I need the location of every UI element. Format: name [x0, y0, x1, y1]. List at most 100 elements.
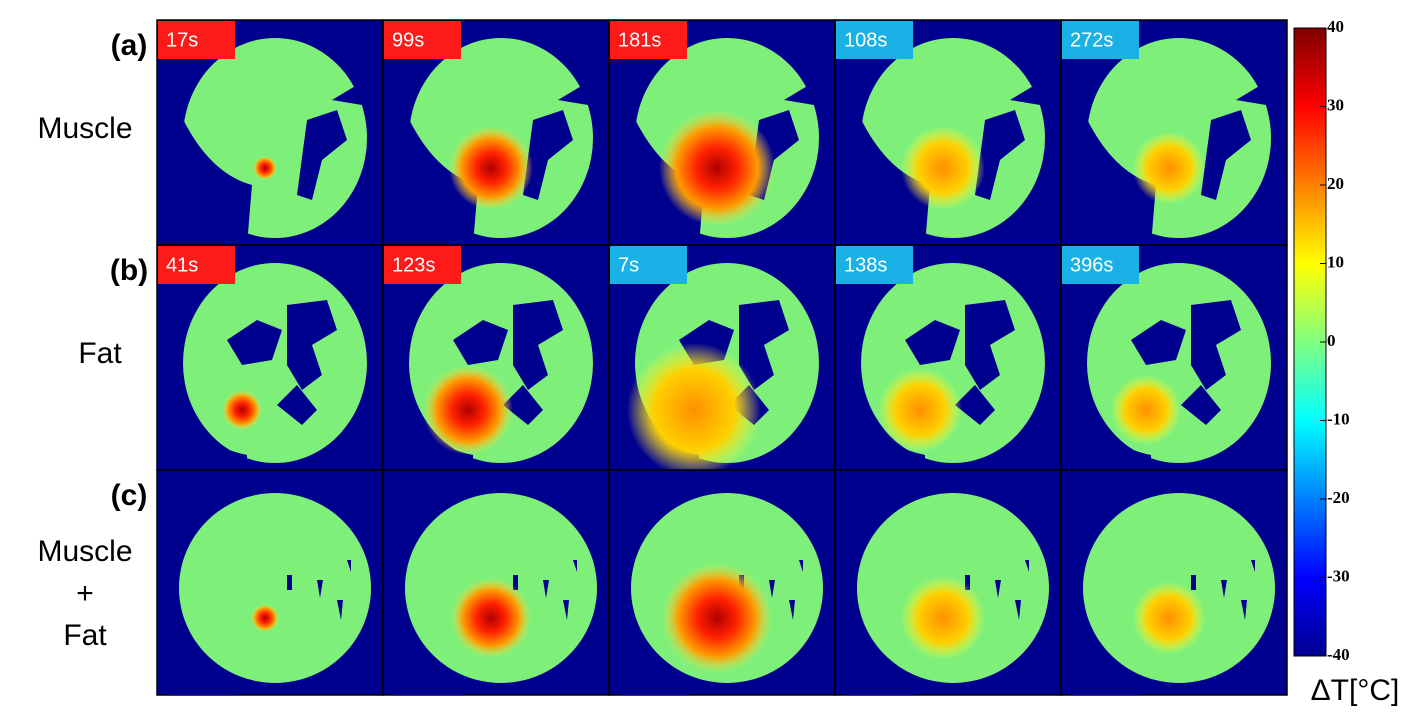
tissue [1087, 263, 1271, 463]
time-label-bg [610, 21, 687, 59]
heat-spot [626, 342, 762, 478]
colorbar-tick-label: 10 [1327, 252, 1344, 271]
thermal-map: 17s [156, 19, 384, 246]
thermal-map [382, 469, 610, 696]
void [558, 85, 588, 105]
void [297, 110, 347, 200]
colorbar-label: ΔT[°C] [1311, 674, 1400, 707]
thermal-map: 99s [382, 19, 610, 246]
heat-spot [423, 365, 513, 455]
thermal-map: 181s [608, 19, 836, 246]
heat-spot [222, 390, 262, 430]
time-label: 272s [1070, 29, 1113, 51]
time-label: 7s [618, 254, 639, 276]
void [393, 650, 463, 695]
colorbar-tick-label: -30 [1327, 566, 1350, 585]
row-label: Fat [63, 619, 107, 652]
time-label-bg [384, 246, 461, 284]
heat-spot [451, 578, 531, 658]
void [523, 110, 573, 200]
thermal-map [156, 469, 384, 696]
void [845, 80, 930, 245]
void [513, 560, 577, 620]
heat-spot [901, 576, 985, 660]
void [167, 395, 247, 470]
heat-spot [878, 368, 962, 452]
time-label-bg [836, 21, 913, 59]
time-label: 181s [618, 29, 661, 51]
thermal-map: 7s [608, 244, 836, 478]
void [784, 85, 814, 105]
void [453, 300, 563, 425]
colorbar-tick-label: 30 [1327, 95, 1344, 114]
colorbar-tick-label: 0 [1327, 331, 1336, 350]
heat-spot [1111, 375, 1181, 445]
void [1131, 300, 1241, 425]
colorbar-tick-label: 20 [1327, 174, 1344, 193]
tissue [183, 263, 367, 463]
time-label: 123s [392, 254, 435, 276]
heat-spot [901, 126, 985, 210]
time-label: 396s [1070, 254, 1113, 276]
thermal-map: 108s [834, 19, 1062, 246]
thermal-map: 138s [834, 244, 1062, 471]
void [393, 80, 478, 245]
void [167, 650, 237, 695]
heat-spot [662, 563, 772, 673]
void [1010, 85, 1040, 105]
void [1236, 85, 1266, 105]
row-label: Fat [78, 337, 122, 370]
thermal-map: 123s [382, 244, 610, 471]
void [965, 560, 1029, 620]
thermal-map: 272s [1060, 19, 1288, 246]
thermal-map: 396s [1060, 244, 1288, 471]
void [167, 80, 252, 245]
void [845, 650, 915, 695]
thermal-map: 41s [156, 244, 384, 471]
thermal-map [834, 469, 1062, 696]
thermal-map [608, 469, 836, 696]
void [1201, 110, 1251, 200]
row-label: Muscle [37, 112, 132, 145]
heat-spot [659, 110, 775, 226]
time-label-bg [384, 21, 461, 59]
heat-spot [1132, 131, 1206, 205]
tissue [179, 493, 371, 683]
colorbar-tick-label: -20 [1327, 488, 1350, 507]
thermal-map [1060, 469, 1288, 696]
void [332, 85, 362, 105]
colorbar-tick-label: -40 [1327, 645, 1350, 664]
time-label: 41s [166, 254, 198, 276]
time-label-bg [158, 21, 235, 59]
time-label-bg [1062, 246, 1139, 284]
time-label-bg [1062, 21, 1139, 59]
time-label-bg [610, 246, 687, 284]
time-label: 99s [392, 29, 424, 51]
time-label: 138s [844, 254, 887, 276]
row-label: + [76, 577, 94, 610]
void [1071, 80, 1156, 245]
void [1071, 395, 1151, 470]
void [975, 110, 1025, 200]
void [679, 300, 789, 425]
void [619, 650, 689, 695]
time-label-bg [158, 246, 235, 284]
colorbar-tick-label: 40 [1327, 17, 1344, 36]
heat-spot [253, 156, 277, 180]
colorbar-tick-label: -10 [1327, 409, 1350, 428]
row-tag: (c) [111, 479, 148, 512]
time-label-bg [836, 246, 913, 284]
heat-spot [449, 126, 533, 210]
void [845, 395, 925, 470]
void [287, 560, 351, 620]
row-label: Muscle [37, 535, 132, 568]
void [1071, 650, 1141, 695]
time-label: 17s [166, 29, 198, 51]
row-tag: (a) [111, 29, 148, 62]
time-label: 108s [844, 29, 887, 51]
void [227, 300, 337, 425]
void [905, 300, 1015, 425]
heat-spot [251, 604, 279, 632]
heat-spot [1132, 581, 1206, 655]
